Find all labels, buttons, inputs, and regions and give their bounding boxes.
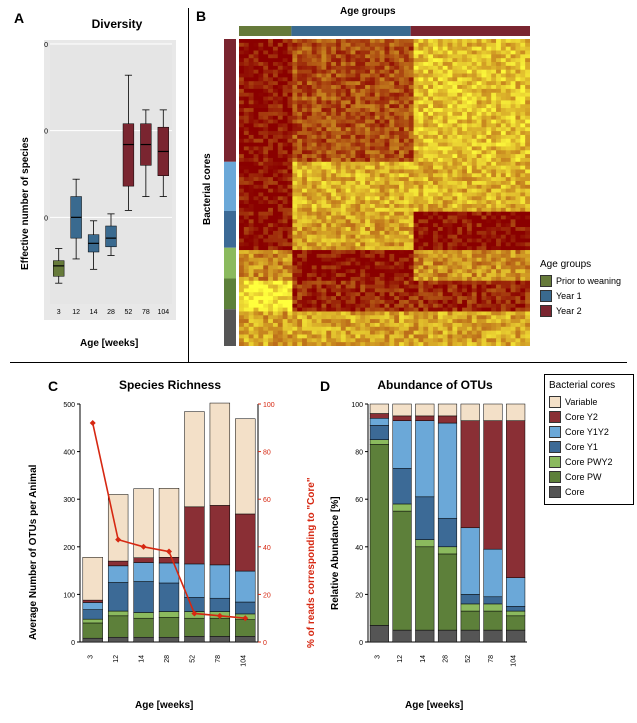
svg-text:3: 3: [57, 309, 61, 316]
bacterial-cores-legend: Bacterial coresVariableCore Y2Core Y1Y2C…: [544, 374, 634, 505]
svg-text:60: 60: [355, 497, 363, 504]
svg-text:60: 60: [263, 497, 271, 504]
panel-d-xlabel: Age [weeks]: [405, 700, 463, 711]
svg-text:12: 12: [72, 309, 80, 316]
panel-b-left-axis: Bacterial cores: [202, 153, 213, 225]
panel-c-ylabel-right: % of reads corresponding to "Core": [306, 477, 317, 648]
svg-text:100: 100: [351, 402, 363, 409]
svg-text:78: 78: [142, 309, 150, 316]
svg-text:52: 52: [125, 309, 133, 316]
panel-a-label: A: [14, 10, 24, 26]
legend-item: Core Y2: [549, 410, 629, 424]
panel-a-title: Diversity: [62, 17, 172, 31]
legend-item: Core PWY2: [549, 455, 629, 469]
svg-text:3: 3: [88, 655, 95, 659]
svg-text:40: 40: [263, 545, 271, 552]
legend-item: Prior to weaning: [540, 274, 635, 288]
panel-a-ylabel: Effective number of species: [20, 137, 31, 270]
svg-text:78: 78: [215, 655, 222, 663]
svg-text:104: 104: [157, 309, 169, 316]
svg-text:20: 20: [263, 592, 271, 599]
panel-c-ylabel-left: Average Number of OTUs per Animal: [28, 465, 39, 640]
svg-text:0: 0: [263, 640, 267, 647]
bacterial-cores-legend-title: Bacterial cores: [549, 379, 629, 393]
svg-text:28: 28: [164, 655, 171, 663]
svg-text:400: 400: [63, 450, 75, 457]
panel-c-label: C: [48, 378, 58, 394]
panel-b-heatmap: [224, 26, 530, 346]
panel-a-plot: 50 100 150 3 12 14 28 52 78 104: [44, 40, 176, 320]
svg-text:500: 500: [63, 402, 75, 409]
panel-d-ylabel: Relative Abundance [%]: [330, 496, 341, 610]
age-groups-legend-title: Age groups: [540, 258, 635, 272]
svg-text:80: 80: [355, 450, 363, 457]
svg-text:150: 150: [44, 42, 48, 49]
svg-text:40: 40: [355, 545, 363, 552]
panel-c-plot: 0 100 200 300 400 500 0 20 40 60 80 100 3 12 14 28 52 78 1…: [60, 400, 280, 668]
panel-c-title: Species Richness: [90, 378, 250, 392]
svg-text:100: 100: [63, 592, 75, 599]
svg-text:300: 300: [63, 497, 75, 504]
panel-d-plot: 02040608010031214285278104: [348, 400, 533, 668]
svg-text:50: 50: [44, 215, 48, 222]
legend-item: Variable: [549, 395, 629, 409]
svg-text:80: 80: [263, 450, 271, 457]
panel-a-xlabel: Age [weeks]: [80, 338, 138, 349]
svg-text:104: 104: [240, 655, 247, 667]
legend-item: Core Y1: [549, 440, 629, 454]
svg-text:100: 100: [263, 402, 275, 409]
svg-text:14: 14: [90, 309, 98, 316]
svg-text:52: 52: [189, 655, 196, 663]
svg-text:12: 12: [113, 655, 120, 663]
legend-item: Year 1: [540, 289, 635, 303]
panel-b-label: B: [196, 8, 206, 24]
legend-item: Core PW: [549, 470, 629, 484]
svg-text:0: 0: [71, 640, 75, 647]
svg-text:200: 200: [63, 545, 75, 552]
svg-text:14: 14: [139, 655, 146, 663]
svg-text:0: 0: [359, 640, 363, 647]
panel-d-title: Abundance of OTUs: [355, 378, 515, 392]
panel-c-xlabel: Age [weeks]: [135, 700, 193, 711]
svg-text:28: 28: [107, 309, 115, 316]
legend-item: Year 2: [540, 304, 635, 318]
age-groups-legend: Age groups Prior to weaningYear 1Year 2: [540, 258, 635, 319]
svg-text:100: 100: [44, 129, 48, 136]
legend-item: Core Y1Y2: [549, 425, 629, 439]
panel-d-label: D: [320, 378, 330, 394]
svg-text:20: 20: [355, 592, 363, 599]
legend-item: Core: [549, 485, 629, 499]
panel-b-top-axis: Age groups: [340, 6, 396, 17]
